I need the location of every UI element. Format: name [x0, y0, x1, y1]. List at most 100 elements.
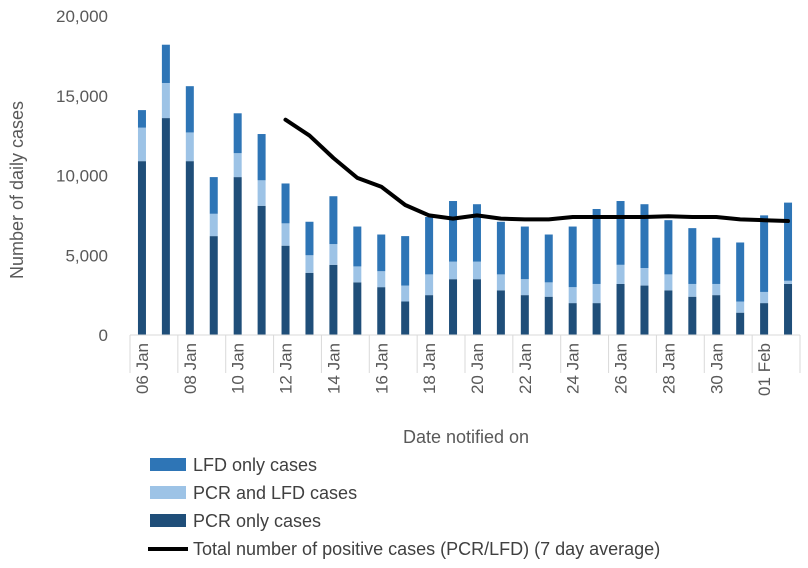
bar-segment	[233, 153, 242, 178]
bar-segment	[329, 244, 338, 265]
bar-segment	[760, 303, 769, 335]
y-axis-title: Number of daily cases	[7, 101, 27, 279]
bar-segment	[712, 295, 721, 335]
y-axis-ticks: 0 5,000 10,000 15,000 20,000	[56, 7, 108, 345]
bar-segment	[640, 268, 649, 286]
bar-segment	[257, 134, 266, 181]
x-tick-label: 30 Jan	[707, 343, 726, 394]
bar-segment	[401, 301, 410, 335]
bar-segment	[329, 264, 338, 335]
bar-segment	[592, 208, 601, 284]
bar-segment	[664, 274, 673, 291]
bar-segment	[688, 296, 697, 335]
bar-segment	[425, 216, 434, 275]
bar-segment	[305, 255, 314, 273]
bar-segment	[233, 177, 242, 335]
bar-segment	[568, 303, 577, 335]
y-tick-label: 10,000	[56, 167, 108, 186]
bar-segment	[472, 204, 481, 262]
bar-segment	[760, 291, 769, 304]
bar-segment	[449, 261, 458, 280]
bar-segment	[616, 264, 625, 284]
x-tick-label: 18 Jan	[420, 343, 439, 394]
y-tick-label: 15,000	[56, 87, 108, 106]
bar-segment	[616, 283, 625, 335]
bar-segment	[616, 201, 625, 265]
bar-segment	[496, 290, 505, 335]
bar-segment	[784, 202, 793, 281]
bar-segment	[209, 213, 218, 237]
bar-segment	[544, 296, 553, 335]
bar-segment	[712, 283, 721, 296]
bar-segment	[257, 205, 266, 335]
x-tick-label: 16 Jan	[372, 343, 391, 394]
bar-segment	[377, 271, 386, 288]
x-tick-label: 22 Jan	[516, 343, 535, 394]
bar-segment	[736, 312, 745, 335]
bar-segment	[568, 226, 577, 288]
bar-segment	[305, 221, 314, 256]
bar-segment	[329, 196, 338, 245]
legend-label: Total number of positive cases (PCR/LFD)…	[193, 539, 660, 559]
bar-segment	[664, 220, 673, 275]
bar-segment	[281, 223, 290, 246]
bar-segment	[185, 132, 194, 162]
bar-segment	[640, 285, 649, 335]
bar-segment	[377, 234, 386, 272]
bar-segment	[640, 204, 649, 269]
bar-segment	[185, 86, 194, 133]
bar-segment	[185, 161, 194, 335]
x-tick-label: 01 Feb	[755, 343, 774, 396]
bar-segment	[281, 245, 290, 335]
bar-segment	[736, 242, 745, 302]
bar-segment	[161, 82, 170, 119]
bar-segment	[377, 287, 386, 335]
seven-day-average-line	[283, 117, 790, 223]
bar-segment	[520, 226, 529, 280]
bar-segment	[736, 301, 745, 313]
bar-segment	[161, 44, 170, 83]
x-tick-label: 26 Jan	[612, 343, 631, 394]
bar-segment	[592, 303, 601, 335]
x-tick-label: 24 Jan	[564, 343, 583, 394]
bar-segment	[472, 261, 481, 280]
legend-swatch	[150, 514, 186, 527]
bar-segment	[568, 287, 577, 304]
bar-segment	[472, 279, 481, 335]
x-axis-ticks: 06 Jan 08 Jan 10 Jan 12 Jan 14 Jan 16 Jan 18 J…	[129, 335, 801, 396]
bar-segment	[520, 295, 529, 335]
x-tick-label: 28 Jan	[659, 343, 678, 394]
bar-segment	[688, 283, 697, 297]
x-tick-label: 12 Jan	[277, 343, 296, 394]
x-axis-title: Date notified on	[403, 427, 529, 447]
bar-segment	[353, 266, 362, 283]
x-tick-label: 20 Jan	[468, 343, 487, 394]
bar-segment	[449, 279, 458, 335]
bar-segment	[425, 274, 434, 296]
x-tick-label: 14 Jan	[324, 343, 343, 394]
bar-segment	[425, 295, 434, 335]
y-tick-label: 20,000	[56, 7, 108, 26]
bars	[137, 44, 793, 335]
bar-segment	[544, 282, 553, 297]
bar-segment	[137, 161, 146, 335]
bar-segment	[281, 183, 290, 224]
legend-swatch	[150, 458, 186, 471]
bar-segment	[401, 236, 410, 286]
x-tick-label: 10 Jan	[229, 343, 248, 394]
x-tick-label: 08 Jan	[181, 343, 200, 394]
legend-label: PCR only cases	[193, 511, 321, 531]
bar-segment	[592, 283, 601, 304]
bar-segment	[760, 215, 769, 292]
y-tick-label: 5,000	[65, 246, 108, 265]
bar-segment	[496, 274, 505, 291]
bar-segment	[209, 236, 218, 335]
bar-segment	[664, 290, 673, 335]
bar-segment	[353, 226, 362, 267]
bar-segment	[784, 283, 793, 335]
legend-swatch	[150, 486, 186, 499]
bar-segment	[712, 237, 721, 284]
bar-segment	[449, 201, 458, 262]
bar-segment	[688, 228, 697, 284]
